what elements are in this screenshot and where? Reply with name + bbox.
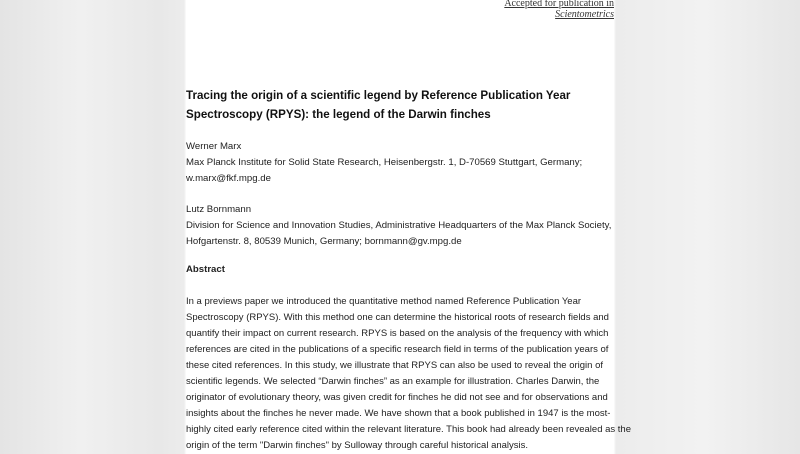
paper-title: Tracing the origin of a scientific legen… [186, 86, 570, 124]
abstract-line: insights about the finches he never made… [186, 408, 611, 419]
title-line: Spectroscopy (RPYS): the legend of the D… [186, 108, 491, 121]
document-page: Accepted for publication in Scientometri… [186, 0, 631, 451]
accepted-line: Accepted for publication in [504, 0, 614, 9]
abstract-line: quantify their impact on current researc… [186, 328, 609, 339]
publication-note: Accepted for publication in Scientometri… [504, 0, 614, 20]
author-name: Lutz Bornmann [186, 204, 252, 215]
title-line: Tracing the origin of a scientific legen… [186, 89, 571, 102]
abstract-line: highly cited early reference cited withi… [186, 424, 632, 435]
abstract-line: originator of evolutionary theory, was g… [186, 392, 608, 403]
author-block-1: Werner Marx Max Planck Institute for Sol… [186, 139, 582, 187]
abstract-line: In a previews paper we introduced the qu… [186, 296, 582, 307]
author-block-2: Lutz Bornmann Division for Science and I… [186, 202, 611, 250]
abstract-line: scientific legends. We selected “Darwin … [186, 376, 600, 387]
abstract-body: In a previews paper we introduced the qu… [186, 294, 631, 454]
abstract-line: Spectroscopy (RPYS). With this method on… [186, 312, 609, 323]
abstract-line: origin of the term "Darwin finches" by S… [186, 440, 529, 451]
author-affiliation: Division for Science and Innovation Stud… [186, 220, 612, 231]
author-affiliation: Max Planck Institute for Solid State Res… [186, 157, 583, 168]
author-email: w.marx@fkf.mpg.de [186, 173, 271, 184]
abstract-line: references are cited in the publications… [186, 344, 609, 355]
journal-name: Scientometrics [555, 9, 614, 20]
author-affiliation: Hofgartenstr. 8, 80539 Munich, Germany; … [186, 236, 462, 247]
author-name: Werner Marx [186, 141, 242, 152]
abstract-heading: Abstract [186, 264, 225, 275]
abstract-line: these cited references. In this study, w… [186, 360, 603, 371]
